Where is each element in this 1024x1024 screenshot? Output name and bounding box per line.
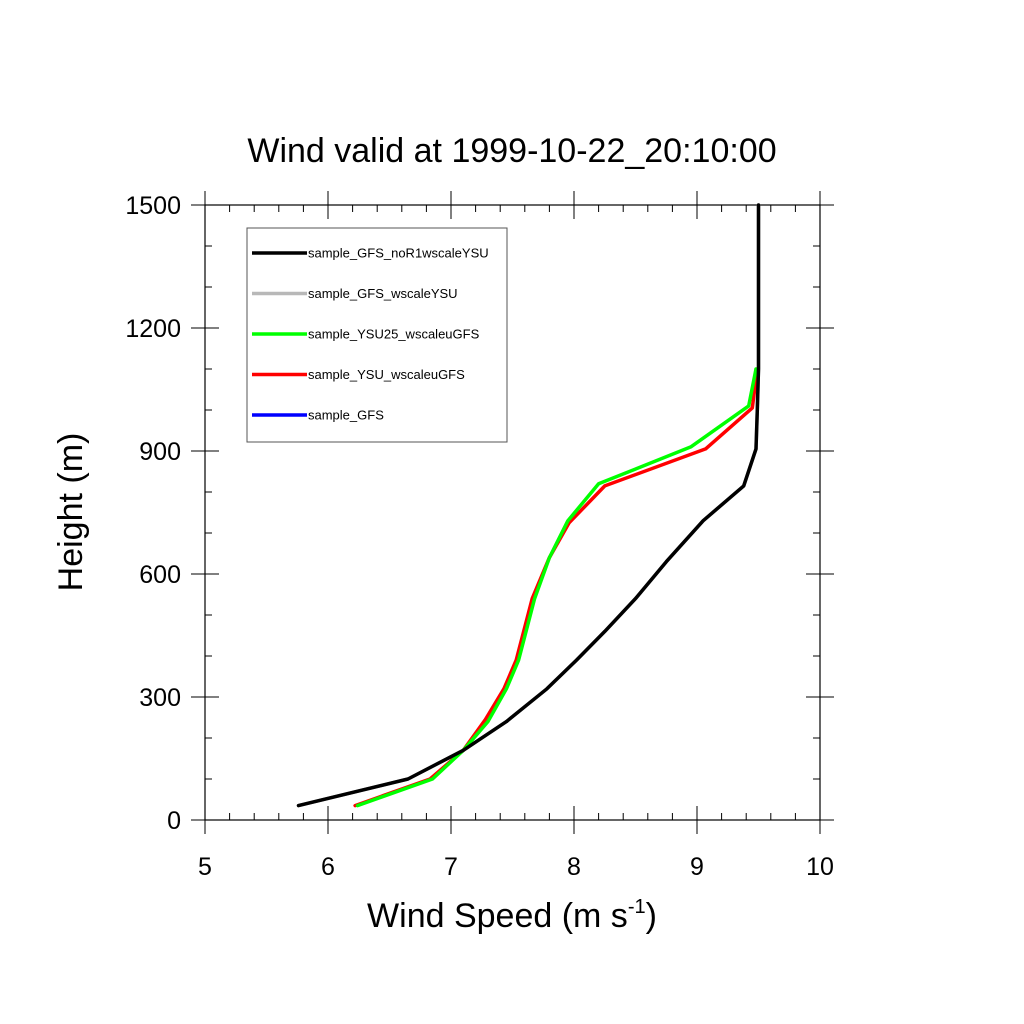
axis-ticks <box>191 191 834 834</box>
x-axis-label: Wind Speed (m s-1) <box>367 896 657 935</box>
x-tick-label: 5 <box>198 853 212 881</box>
legend-label: sample_YSU25_wscaleuGFS <box>308 327 480 342</box>
x-axis-label-main: Wind Speed (m s <box>367 897 628 935</box>
legend-label: sample_GFS <box>308 408 384 423</box>
legend: sample_GFS_noR1wscaleYSU sample_GFS_wscal… <box>246 227 508 443</box>
y-tick-label: 1200 <box>125 315 181 343</box>
series-line-sample_GFS_noR1wscaleYSU <box>296 203 761 808</box>
legend-label: sample_GFS_wscaleYSU <box>308 286 458 301</box>
x-tick-label: 8 <box>567 853 581 881</box>
plot-frame <box>204 204 821 821</box>
x-axis-label-suffix: ) <box>646 897 657 935</box>
x-tick-label: 7 <box>444 853 458 881</box>
x-tick-label: 9 <box>690 853 704 881</box>
chart-title: Wind valid at 1999-10-22_20:10:00 <box>247 132 776 170</box>
series-lines <box>296 203 761 808</box>
y-tick-label: 300 <box>139 684 181 712</box>
y-tick-label: 600 <box>139 561 181 589</box>
legend-label: sample_YSU_wscaleuGFS <box>308 367 465 382</box>
axis-tick-labels: 5 6 7 8 9 10 0 300 600 900 1200 1500 <box>125 192 834 881</box>
y-tick-label: 900 <box>139 438 181 466</box>
y-tick-label: 0 <box>167 807 181 835</box>
legend-label: sample_GFS_noR1wscaleYSU <box>308 246 489 261</box>
y-axis-label: Height (m) <box>52 433 90 592</box>
x-tick-label: 6 <box>321 853 335 881</box>
x-axis-label-superscript: -1 <box>628 896 646 918</box>
x-tick-label: 10 <box>806 853 834 881</box>
y-tick-label: 1500 <box>125 192 181 220</box>
